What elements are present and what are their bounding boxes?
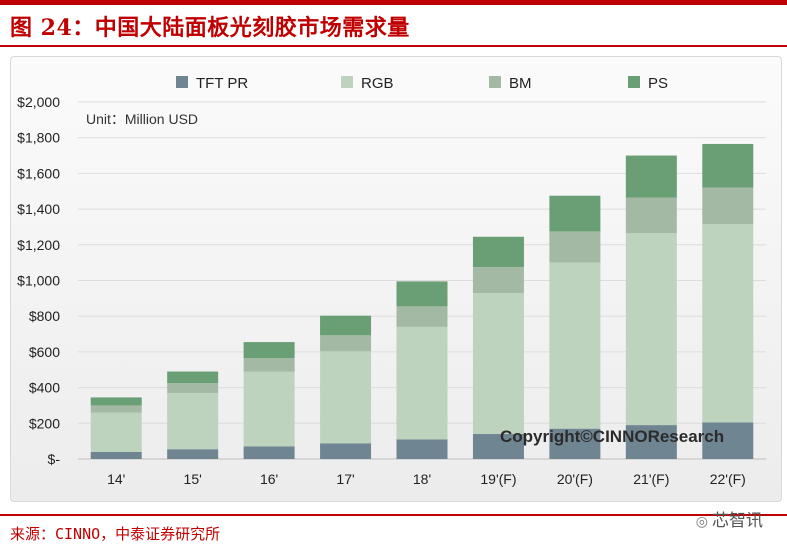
legend-swatch [489, 76, 501, 88]
source-note: 来源：CINNO，中泰证券研究所 [10, 525, 221, 543]
bar-segment [320, 315, 372, 336]
watermark: ◎ 芯智讯 [696, 506, 763, 531]
x-tick-label: 20'(F) [557, 471, 593, 487]
source-rule [0, 514, 787, 516]
wechat-icon: ◎ [695, 514, 708, 530]
y-tick-label: $1,400 [17, 201, 60, 217]
legend-label: RGB [361, 75, 394, 92]
bar-segment [90, 412, 142, 452]
bar-segment [396, 439, 448, 459]
bar-segment [472, 236, 524, 268]
y-tick-label: $400 [29, 380, 60, 396]
bar-segment [320, 351, 372, 444]
bar-segment [549, 428, 601, 459]
bar-segment [243, 358, 295, 372]
legend-label: BM [509, 75, 532, 92]
bar-segment [396, 281, 448, 307]
bar-segment [167, 383, 219, 393]
bar-segment [90, 405, 142, 413]
x-tick-label: 14' [107, 471, 125, 487]
stacked-bar-chart: $- $200 $400 $600 $800 $1,000 $1,200 $1,400 $1,6… [17, 75, 766, 487]
bar-segment [625, 155, 677, 198]
y-tick-label: $1,600 [17, 165, 60, 181]
y-tick-label: $1,200 [17, 237, 60, 253]
bar-segment [625, 425, 677, 459]
bar-segment [472, 292, 524, 435]
bar-segment [167, 371, 219, 384]
legend-label: PS [648, 75, 668, 92]
bar-segment [625, 233, 677, 426]
bar-segment [320, 443, 372, 459]
bar-segment [167, 392, 219, 450]
watermark-text: 芯智讯 [712, 511, 763, 531]
bar-segment [549, 262, 601, 429]
bar-segment [243, 371, 295, 447]
bar-segment [90, 397, 142, 406]
bar-segment [396, 326, 448, 440]
legend-label: TFT PR [196, 75, 248, 92]
x-tick-label: 17' [336, 471, 354, 487]
bar-segment [702, 143, 754, 188]
bar-segment [243, 342, 295, 359]
legend-swatch [628, 76, 640, 88]
y-tick-label: $600 [29, 344, 60, 360]
bar-segment [549, 195, 601, 232]
legend-swatch [176, 76, 188, 88]
bar-segment [90, 451, 142, 459]
x-tick-label: 22'(F) [710, 471, 746, 487]
legend-swatch [341, 76, 353, 88]
x-tick-label: 16' [260, 471, 278, 487]
title-rule [0, 45, 787, 47]
y-tick-label: $- [48, 451, 61, 467]
copyright-text: Copyright©CINNOResearch [500, 427, 724, 446]
x-tick-label: 15' [184, 471, 202, 487]
bar-segment [396, 306, 448, 327]
bar-segment [702, 224, 754, 423]
x-tick-label: 19'(F) [480, 471, 516, 487]
y-tick-label: $200 [29, 415, 60, 431]
x-tick-label: 21'(F) [633, 471, 669, 487]
bar-segment [549, 231, 601, 263]
bar-segment [243, 446, 295, 459]
bar-segment [625, 197, 677, 234]
y-tick-label: $800 [29, 308, 60, 324]
x-tick-label: 18' [413, 471, 431, 487]
figure-title: 图 24：中国大陆面板光刻胶市场需求量 [10, 15, 410, 41]
y-tick-label: $1,000 [17, 273, 60, 289]
bar-segment [320, 335, 372, 352]
top-accent-line [0, 0, 787, 5]
y-tick-label: $1,800 [17, 130, 60, 146]
bar-segment [472, 434, 524, 459]
bar-segment [702, 422, 754, 459]
y-tick-label: $2,000 [17, 94, 60, 110]
bar-segment [702, 187, 754, 225]
bar-segment [472, 267, 524, 293]
unit-note: Unit：Million USD [86, 111, 198, 127]
bar-segment [167, 449, 219, 459]
